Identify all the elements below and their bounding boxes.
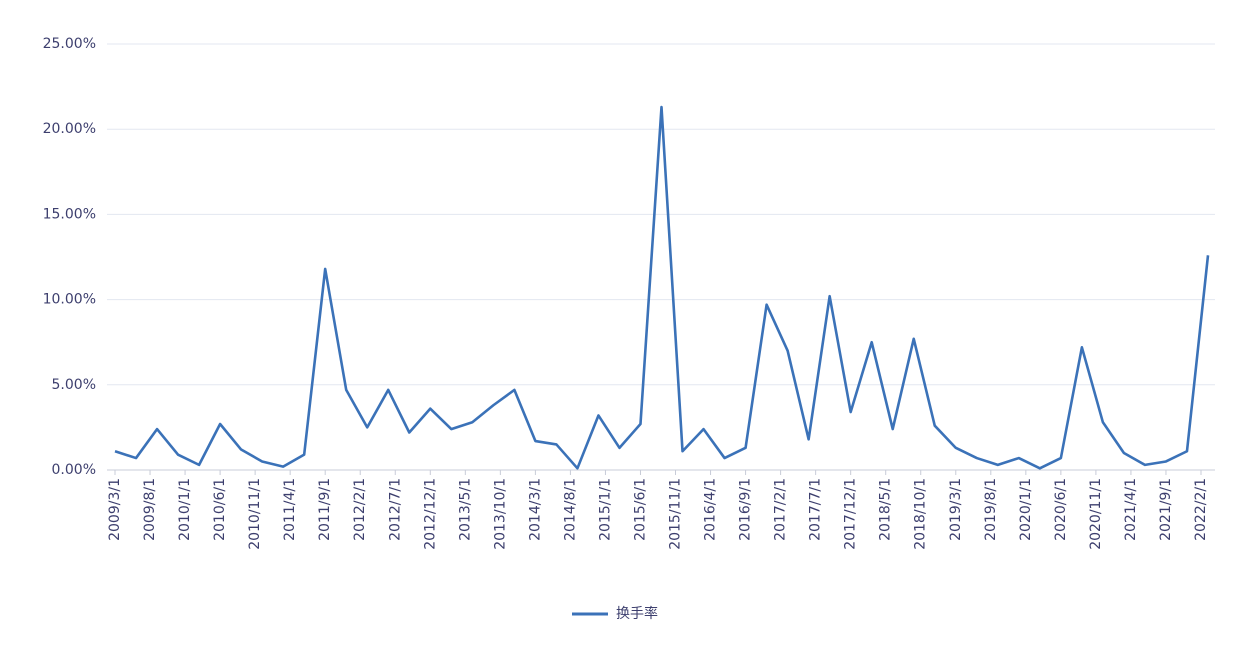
x-tick-label: 2013/5/1: [457, 478, 473, 541]
x-tick-label: 2016/4/1: [703, 478, 719, 541]
x-tick-label: 2021/4/1: [1123, 478, 1139, 541]
x-tick-label: 2009/3/1: [107, 478, 123, 541]
x-tick-label: 2013/10/1: [492, 478, 508, 550]
y-tick-label: 15.00%: [43, 206, 96, 222]
x-tick-label: 2012/7/1: [387, 478, 403, 541]
y-tick-label: 25.00%: [43, 36, 96, 52]
x-tick-label: 2009/8/1: [142, 478, 158, 541]
y-tick-label: 20.00%: [43, 121, 96, 137]
x-tick-label: 2019/8/1: [983, 478, 999, 541]
x-tick-label: 2015/6/1: [632, 478, 648, 541]
x-tick-label: 2018/10/1: [913, 478, 929, 550]
x-tick-label: 2019/3/1: [948, 478, 964, 541]
line-series: [114, 105, 1210, 470]
x-tick-label: 2014/3/1: [527, 478, 543, 541]
x-tick-label: 2011/4/1: [282, 478, 298, 541]
x-tick-label: 2020/11/1: [1088, 478, 1104, 550]
x-tick-label: 2010/6/1: [212, 478, 228, 541]
x-tick-label: 2020/1/1: [1018, 478, 1034, 541]
x-tick-label: 2020/6/1: [1053, 478, 1069, 541]
x-tick-label: 2018/5/1: [878, 478, 894, 541]
x-tick-label: 2016/9/1: [738, 478, 754, 541]
x-tick-label: 2017/12/1: [843, 478, 859, 550]
y-tick-label: 5.00%: [52, 377, 96, 393]
legend-label: 换手率: [616, 605, 658, 622]
x-tick-label: 2022/2/1: [1193, 478, 1209, 541]
x-tick-label: 2014/8/1: [562, 478, 578, 541]
x-tick-label: 2010/1/1: [177, 478, 193, 541]
x-tick-label: 2012/2/1: [352, 478, 368, 541]
x-tick-label: 2015/11/1: [668, 478, 684, 550]
x-tick-label: 2012/12/1: [422, 478, 438, 550]
x-tick-label: 2011/9/1: [317, 478, 333, 541]
x-tick-label: 2010/11/1: [247, 478, 263, 550]
x-tick-label: 2017/2/1: [773, 478, 789, 541]
x-tick-label: 2017/7/1: [808, 478, 824, 541]
y-tick-label: 10.00%: [43, 292, 96, 308]
x-tick-label: 2021/9/1: [1158, 478, 1174, 541]
x-tick-label: 2015/1/1: [597, 478, 613, 541]
y-tick-label: 0.00%: [52, 462, 96, 478]
